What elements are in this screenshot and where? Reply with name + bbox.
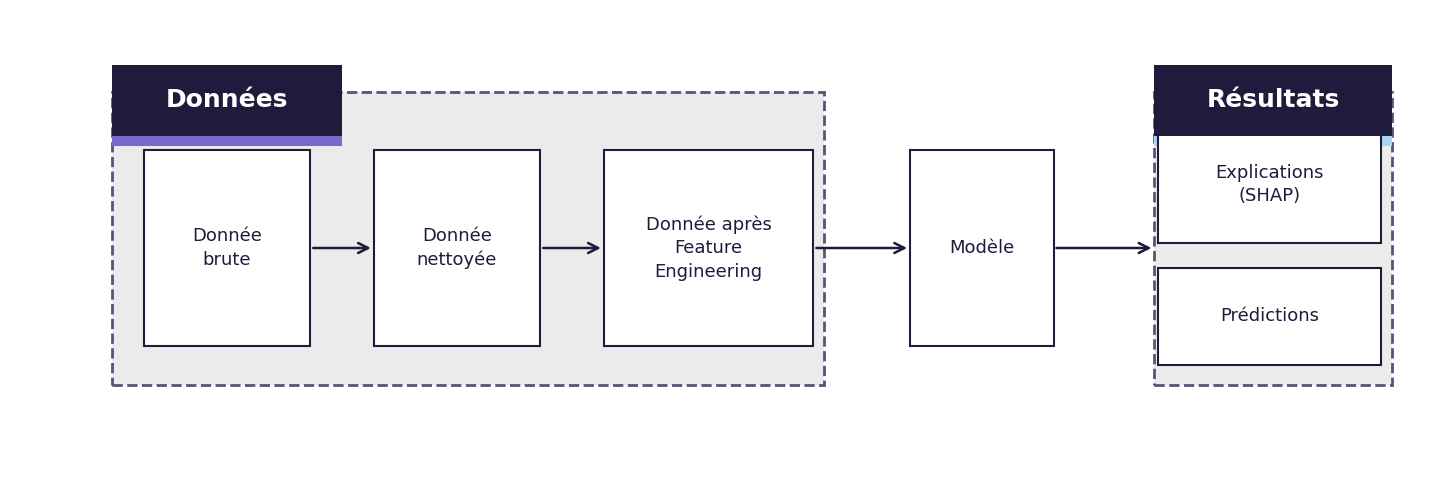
Bar	[604, 150, 813, 346]
Text: Donnée après
Feature
Engineering: Donnée après Feature Engineering	[646, 215, 772, 281]
Bar	[1154, 92, 1391, 384]
Bar	[111, 133, 343, 146]
Text: Explications
(SHAP): Explications (SHAP)	[1215, 164, 1323, 205]
Text: Données: Données	[166, 88, 288, 113]
Bar	[1158, 267, 1381, 365]
Bar	[1154, 65, 1391, 136]
Text: Modèle: Modèle	[949, 239, 1015, 257]
Bar	[111, 65, 343, 136]
Bar	[375, 150, 539, 346]
Bar	[111, 92, 824, 384]
Text: Donnée
brute: Donnée brute	[192, 227, 262, 269]
Bar	[910, 150, 1054, 346]
Bar	[1154, 92, 1391, 384]
Text: Prédictions: Prédictions	[1220, 308, 1319, 325]
Bar	[145, 150, 309, 346]
Bar	[111, 92, 824, 384]
Text: Résultats: Résultats	[1206, 88, 1339, 113]
Bar	[1154, 133, 1391, 146]
Bar	[1158, 126, 1381, 243]
Text: Donnée
nettoyée: Donnée nettoyée	[416, 227, 497, 269]
